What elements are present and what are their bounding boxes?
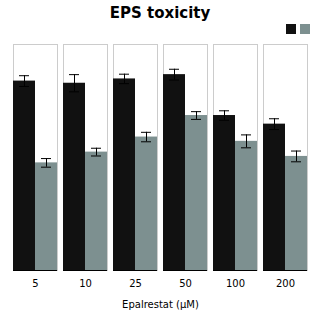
svg-text:Epalrestat (μM): Epalrestat (μM) [122, 299, 199, 310]
svg-text:10: 10 [79, 278, 92, 289]
html-text:EPS toxicity: EPS toxicity [109, 4, 211, 22]
svg-text:5: 5 [32, 278, 38, 289]
svg-text:50: 50 [179, 278, 192, 289]
svg-text:25: 25 [129, 278, 142, 289]
svg-text:100: 100 [226, 278, 245, 289]
svg-text:200: 200 [276, 278, 295, 289]
